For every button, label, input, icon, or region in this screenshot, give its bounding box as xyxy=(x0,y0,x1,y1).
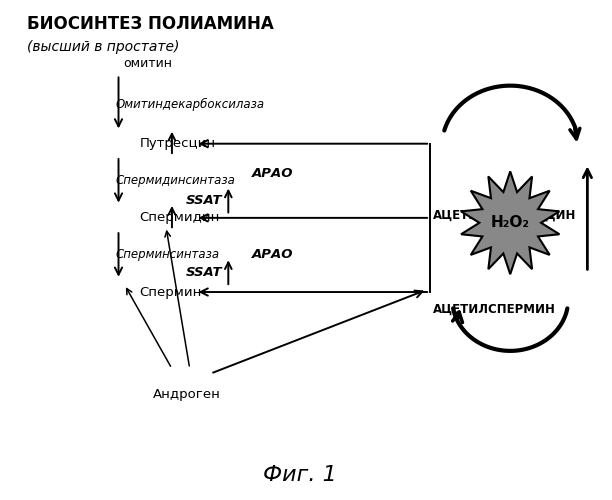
Text: Омитиндекарбоксилаза: Омитиндекарбоксилаза xyxy=(116,98,264,110)
Text: H₂O₂: H₂O₂ xyxy=(491,216,530,230)
Text: SSAT: SSAT xyxy=(186,194,222,207)
Text: Андроген: Андроген xyxy=(153,388,221,402)
Text: Спермин: Спермин xyxy=(140,286,202,298)
Text: Путресцин: Путресцин xyxy=(140,137,215,150)
Text: АЦЕТИЛСПЕРМИДИН: АЦЕТИЛСПЕРМИДИН xyxy=(433,209,577,222)
Text: АРАО: АРАО xyxy=(252,167,294,180)
Polygon shape xyxy=(461,172,559,274)
Text: (высший в простате): (высший в простате) xyxy=(26,40,179,54)
Text: АЦЕТИЛСПЕРМИН: АЦЕТИЛСПЕРМИН xyxy=(433,303,556,316)
Text: Сперминсинтаза: Сперминсинтаза xyxy=(116,248,220,262)
Text: Спермидин: Спермидин xyxy=(140,212,220,224)
Text: Спермидинсинтаза: Спермидинсинтаза xyxy=(116,174,236,188)
Text: омитин: омитин xyxy=(124,56,173,70)
Text: Фиг. 1: Фиг. 1 xyxy=(263,465,337,485)
Text: АРАО: АРАО xyxy=(252,248,294,262)
Text: SSAT: SSAT xyxy=(186,266,222,279)
Text: БИОСИНТЕЗ ПОЛИАМИНА: БИОСИНТЕЗ ПОЛИАМИНА xyxy=(26,15,274,33)
